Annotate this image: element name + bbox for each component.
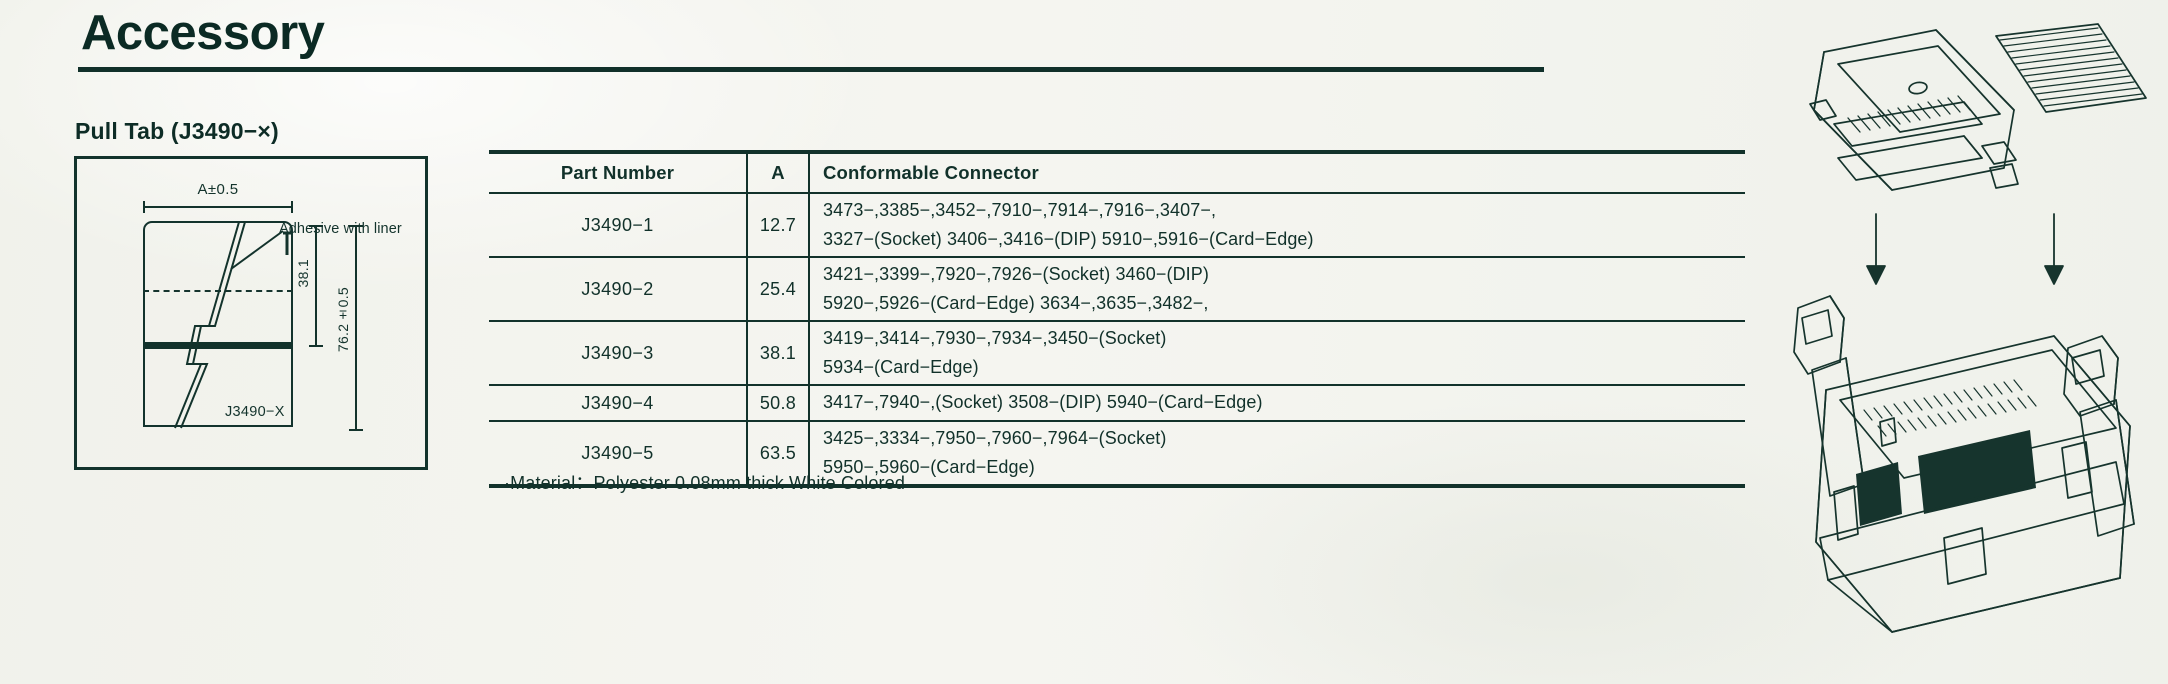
pull-tab-drawing-frame: A±0.5 Adhesive with liner 38.1 — [74, 156, 428, 470]
table-row: J3490−4 50.8 3417−,7940−,(Socket) 3508−(… — [489, 385, 1745, 422]
dimension-inner-height-label: 38.1 — [295, 259, 311, 288]
connector-line: 3421−,3399−,7920−,7926−(Socket) 3460−(DI… — [823, 263, 1209, 284]
pull-tab-heading: Pull Tab (J3490−×) — [75, 118, 279, 144]
connector-line: 5950−,5960−(Card−Edge) — [823, 457, 1035, 477]
connector-line: 3417−,7940−,(Socket) 3508−(DIP) 5940−(Ca… — [823, 392, 1263, 413]
title-block: Accessory — [78, 6, 1548, 73]
drawing-part-caption: J3490−X — [225, 404, 285, 420]
connector-line: 3327−(Socket) 3406−,3416−(DIP) 5910−,591… — [823, 229, 1314, 249]
connector-illustration-group — [1793, 23, 2147, 633]
table-body: J3490−1 12.7 3473−,3385−,3452−,7910−,791… — [489, 193, 1745, 488]
column-header-conformable-connector: Conformable Connector — [809, 150, 1745, 194]
cell-conformable-connector: 3421−,3399−,7920−,7926−(Socket) 3460−(DI… — [809, 257, 1745, 322]
cell-a-value: 25.4 — [746, 257, 810, 322]
cell-part-number: J3490−4 — [489, 385, 747, 422]
cell-part-number: J3490−3 — [489, 321, 747, 386]
cell-conformable-connector: 3473−,3385−,3452−,7910−,7914−,7916−,3407… — [809, 193, 1745, 258]
dimension-width-label: A±0.5 — [197, 181, 239, 198]
table-row: J3490−3 38.1 3419−,3414−,7930−,7934−,345… — [489, 321, 1745, 386]
cell-a-value: 50.8 — [746, 385, 810, 422]
connector-line: 3419−,3414−,7930−,7934−,3450−(Socket) — [823, 327, 1167, 348]
adhesive-leader-line — [230, 230, 291, 270]
tab-fold-dashed-line — [143, 290, 293, 292]
connector-header-latch — [1793, 295, 2135, 633]
table-row: J3490−5 63.5 3425−,3334−,7950−,7960−,796… — [489, 421, 1745, 488]
cell-conformable-connector: 3425−,3334−,7950−,7960−,7964−(Socket) 59… — [809, 421, 1745, 488]
column-header-part-number: Part Number — [489, 150, 747, 194]
connector-line: 3425−,3334−,7950−,7960−,7964−(Socket) — [823, 427, 1167, 448]
title-underline-rule — [78, 67, 1544, 73]
cell-part-number: J3490−1 — [489, 193, 747, 258]
conformable-connector-table: Part Number A Conformable Connector J349… — [489, 150, 1745, 488]
cell-conformable-connector: 3419−,3414−,7930−,7934−,3450−(Socket) 59… — [809, 321, 1745, 386]
cell-a-value: 38.1 — [746, 321, 810, 386]
cell-part-number: J3490−5 — [489, 421, 747, 488]
page-title: Accessory — [81, 6, 325, 60]
table-row: J3490−1 12.7 3473−,3385−,3452−,7910−,791… — [489, 193, 1745, 258]
assembly-direction-arrows — [1866, 213, 2064, 285]
connector-line: 5934−(Card−Edge) — [823, 357, 979, 377]
table-header-row: Part Number A Conformable Connector — [489, 150, 1745, 194]
dimension-outer-height-arrow — [349, 225, 363, 431]
pull-tab-section: Pull Tab (J3490−×) A±0.5 Adhesive — [74, 118, 428, 470]
cell-a-value: 12.7 — [746, 193, 810, 258]
cell-conformable-connector: 3417−,7940−,(Socket) 3508−(DIP) 5940−(Ca… — [809, 385, 1745, 422]
dimension-width-arrow-line — [143, 201, 293, 213]
adhesive-with-liner-label: Adhesive with liner — [279, 221, 402, 237]
connector-line: 3473−,3385−,3452−,7910−,7914−,7916−,3407… — [823, 199, 1217, 220]
dimension-outer-height-label: 76.2±0.5 — [335, 287, 351, 353]
column-header-a: A — [746, 150, 810, 194]
cell-a-value: 63.5 — [746, 421, 810, 488]
dimension-inner-height-arrow — [309, 225, 323, 347]
spec-table-container: Part Number A Conformable Connector J349… — [489, 150, 1745, 488]
dimension-width: A±0.5 — [143, 181, 293, 213]
table-header: Part Number A Conformable Connector — [489, 150, 1745, 194]
ribbon-cable-connector-assembly — [1809, 23, 2147, 191]
tab-adhesive-band — [143, 342, 293, 349]
material-note: ·Material：Polyester 0.08mm thick White C… — [504, 473, 906, 493]
table-row: J3490−2 25.4 3421−,3399−,7920−,7926−(Soc… — [489, 257, 1745, 322]
connector-line: 5920−,5926−(Card−Edge) 3634−,3635−,3482−… — [823, 293, 1209, 313]
cell-part-number: J3490−2 — [489, 257, 747, 322]
